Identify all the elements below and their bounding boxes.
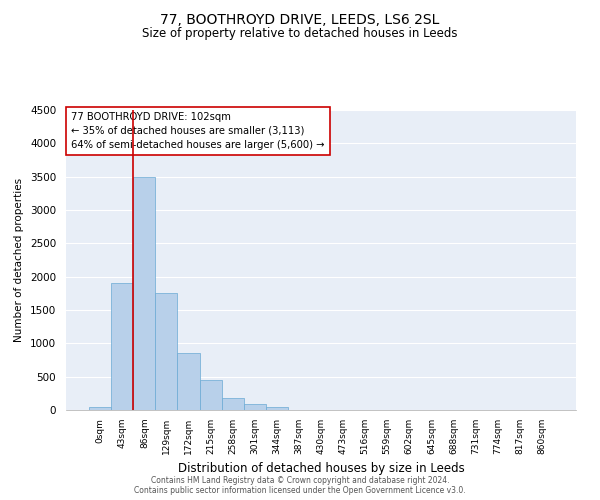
Bar — [266, 406, 288, 410]
Text: 77, BOOTHROYD DRIVE, LEEDS, LS6 2SL: 77, BOOTHROYD DRIVE, LEEDS, LS6 2SL — [160, 12, 440, 26]
Text: Size of property relative to detached houses in Leeds: Size of property relative to detached ho… — [142, 28, 458, 40]
Bar — [111, 284, 133, 410]
Bar — [221, 398, 244, 410]
Bar — [178, 354, 200, 410]
Bar — [244, 404, 266, 410]
Text: 77 BOOTHROYD DRIVE: 102sqm
← 35% of detached houses are smaller (3,113)
64% of s: 77 BOOTHROYD DRIVE: 102sqm ← 35% of deta… — [71, 112, 325, 150]
Bar — [155, 294, 178, 410]
Bar — [133, 176, 155, 410]
Text: Contains public sector information licensed under the Open Government Licence v3: Contains public sector information licen… — [134, 486, 466, 495]
Y-axis label: Number of detached properties: Number of detached properties — [14, 178, 25, 342]
Text: Contains HM Land Registry data © Crown copyright and database right 2024.: Contains HM Land Registry data © Crown c… — [151, 476, 449, 485]
Bar — [89, 408, 111, 410]
Bar — [200, 380, 221, 410]
X-axis label: Distribution of detached houses by size in Leeds: Distribution of detached houses by size … — [178, 462, 464, 475]
